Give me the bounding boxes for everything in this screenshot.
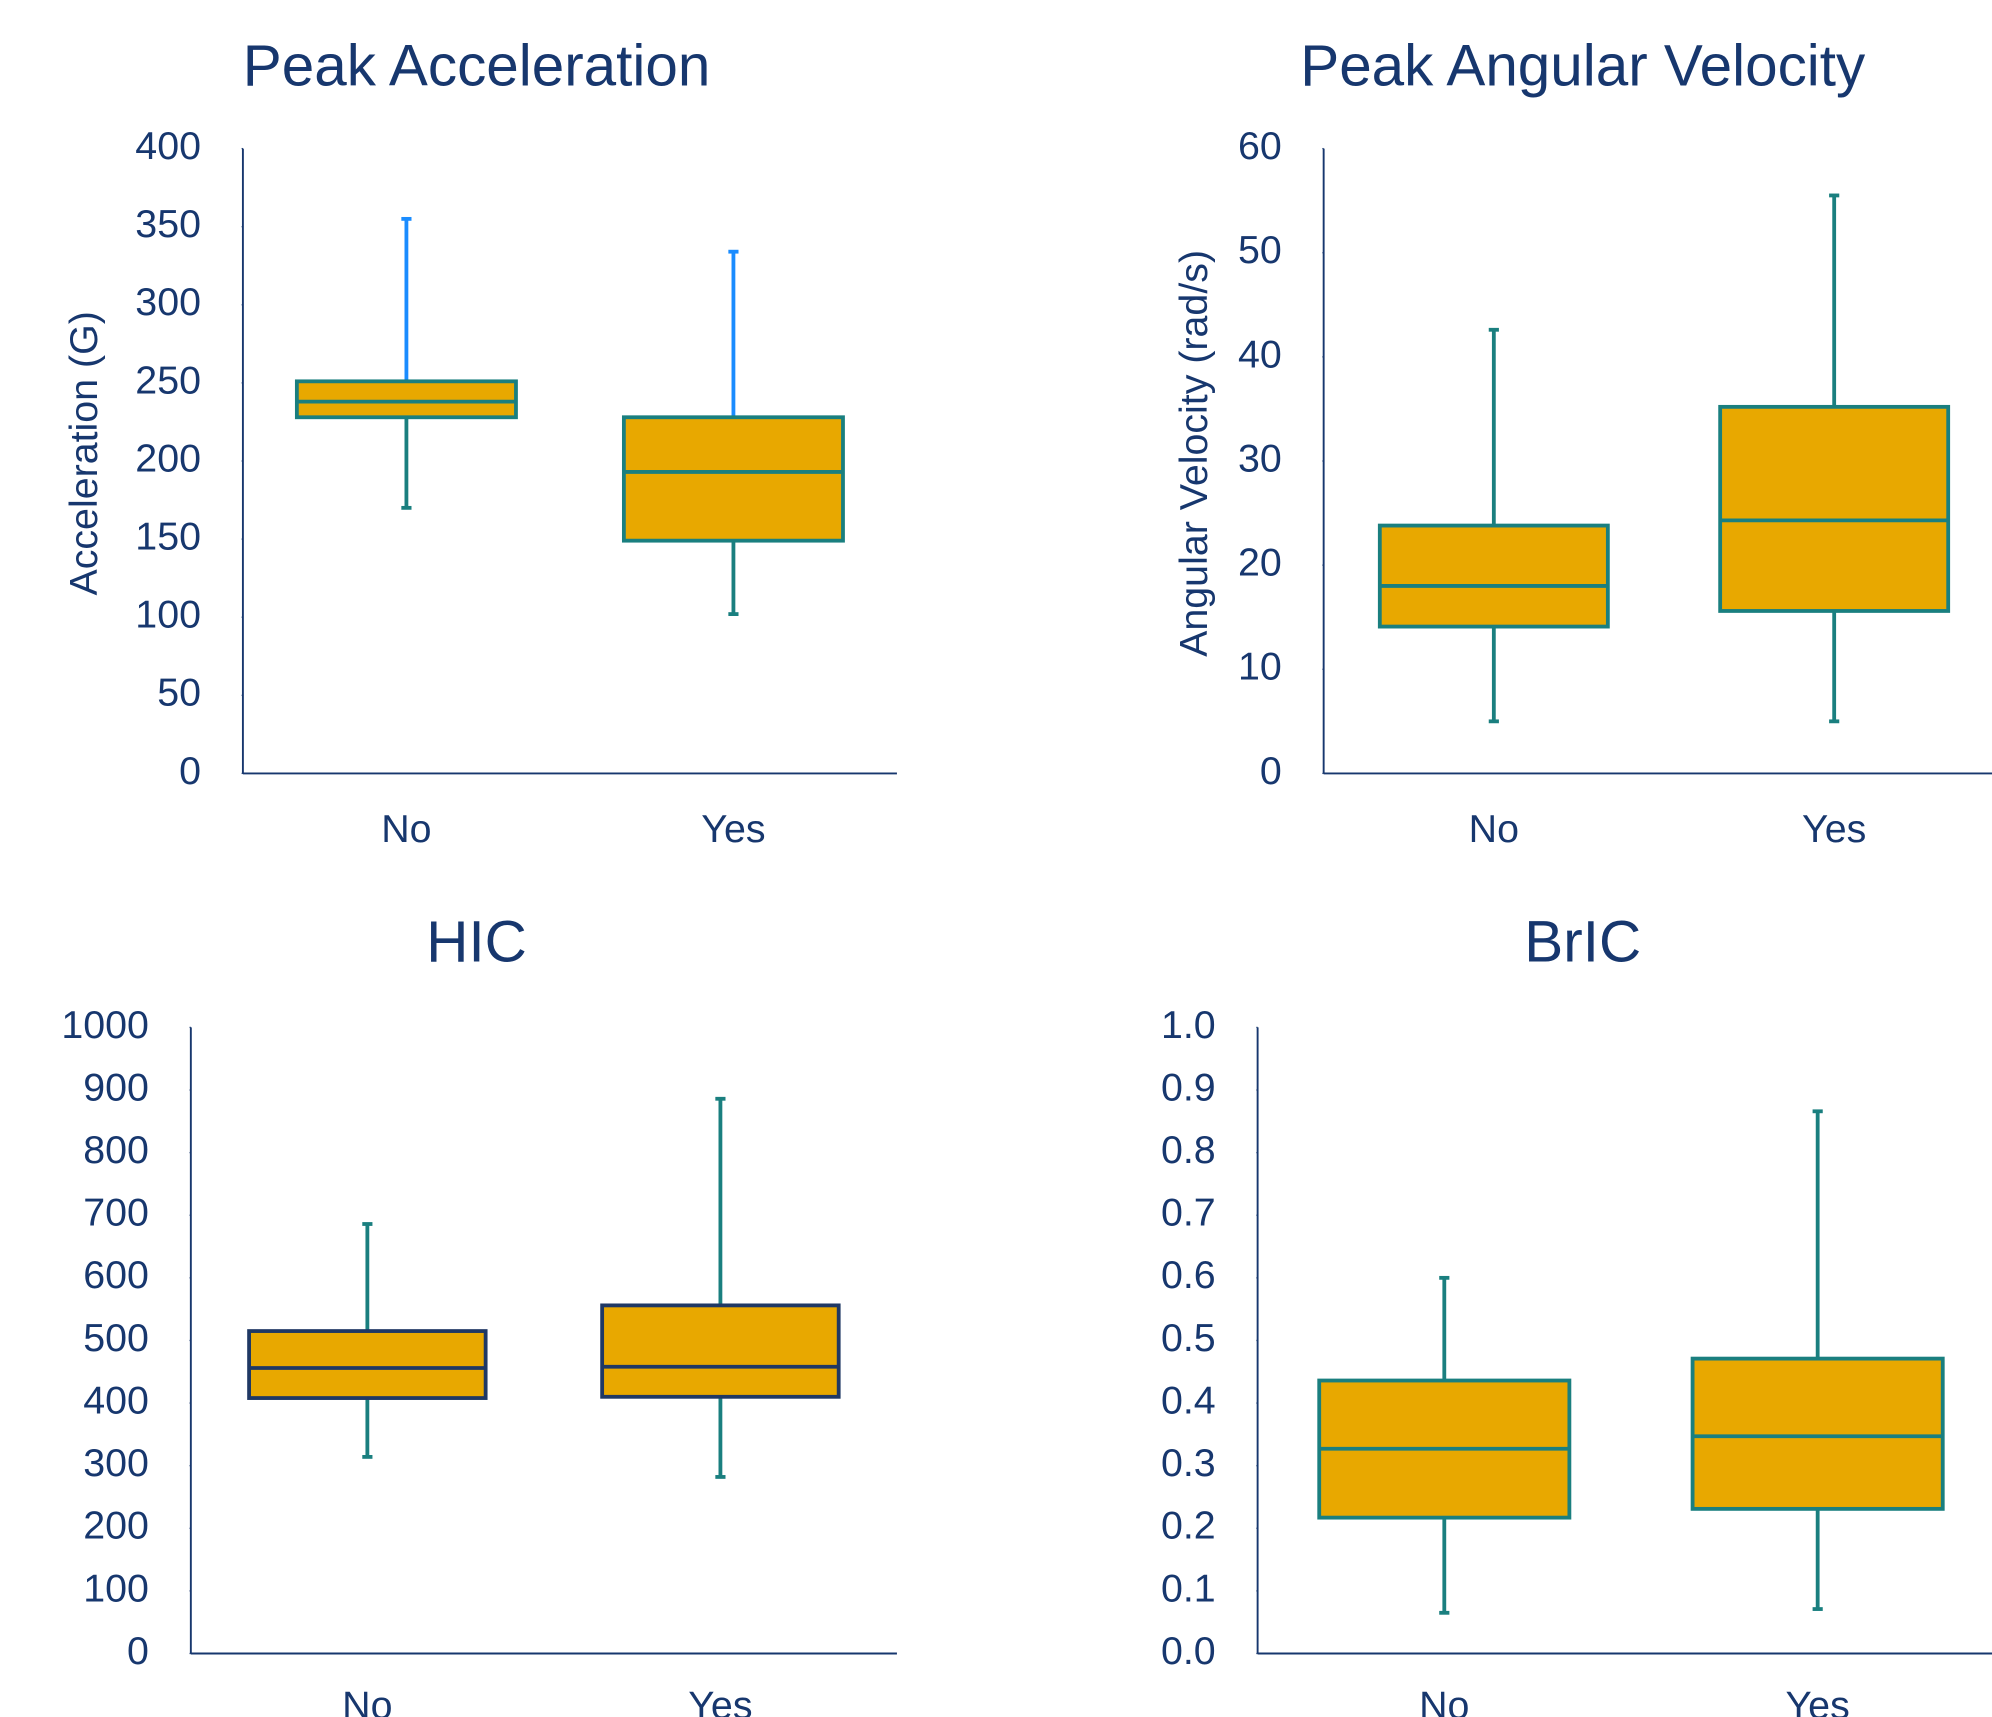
box-chart: HIC 0 100 200 300 400 500 600 700 800 900 1000 No Yes	[61, 910, 897, 1717]
y-tick-label: 50	[157, 671, 201, 715]
y-tick-label: 600	[83, 1253, 149, 1297]
y-tick-label: 0.5	[1161, 1316, 1216, 1360]
box	[600, 1303, 841, 1399]
x-tick-label: No	[342, 1684, 392, 1717]
y-tick-label: 150	[135, 514, 201, 558]
y-tick-label: 100	[135, 593, 201, 637]
box	[294, 379, 518, 420]
y-tick-label: 40	[1238, 332, 1282, 376]
y-tick-label: 400	[83, 1378, 149, 1422]
y-tick-label: 50	[1238, 228, 1282, 272]
box	[1377, 523, 1610, 629]
y-tick-label: 100	[83, 1566, 149, 1610]
y-axis-label: Acceleration (G)	[62, 311, 106, 595]
y-tick-label: 0	[179, 749, 201, 793]
y-tick-label: 0.7	[1161, 1191, 1216, 1235]
y-tick-label: 0.3	[1161, 1441, 1216, 1485]
y-tick-label: 800	[83, 1128, 149, 1172]
box-chart: BrIC 0.0 0.1 0.2 0.3 0.4 0.5 0.6 0.7 0.8 0.9 1.0 No Y…	[1161, 910, 1992, 1717]
y-tick-label: 0	[127, 1629, 149, 1673]
x-tick-label: No	[1419, 1684, 1469, 1717]
box	[247, 1329, 488, 1400]
y-tick-label: 200	[135, 436, 201, 480]
y-tick-label: 400	[135, 124, 201, 168]
chart-title: Peak Acceleration	[243, 33, 711, 98]
x-tick-label: Yes	[1786, 1684, 1850, 1717]
y-tick-label: 0.1	[1161, 1566, 1216, 1610]
y-tick-label: 0	[1260, 749, 1282, 793]
y-tick-label: 1.0	[1161, 1003, 1216, 1047]
y-tick-label: 0.2	[1161, 1504, 1216, 1548]
y-tick-label: 350	[135, 202, 201, 246]
x-tick-label: Yes	[1802, 807, 1866, 851]
y-tick-label: 700	[83, 1191, 149, 1235]
y-tick-label: 250	[135, 358, 201, 402]
x-tick-label: No	[381, 807, 431, 851]
y-tick-label: 0.4	[1161, 1378, 1216, 1422]
y-tick-label: 900	[83, 1065, 149, 1109]
y-tick-label: 0.0	[1161, 1629, 1216, 1673]
chart-title: Peak Angular Velocity	[1300, 33, 1866, 98]
y-tick-label: 0.6	[1161, 1253, 1216, 1297]
chart-title: BrIC	[1524, 910, 1641, 975]
box	[621, 415, 845, 543]
x-tick-label: Yes	[688, 1684, 752, 1717]
y-tick-label: 0.9	[1161, 1065, 1216, 1109]
x-tick-label: Yes	[701, 807, 765, 851]
y-tick-label: 0.8	[1161, 1128, 1216, 1172]
chart-title: HIC	[426, 910, 527, 975]
y-tick-label: 30	[1238, 436, 1282, 480]
y-tick-label: 10	[1238, 645, 1282, 689]
box-chart: Peak Acceleration Acceleration (G) 0 50 100 1…	[62, 33, 897, 851]
x-tick-label: No	[1469, 807, 1519, 851]
y-tick-label: 20	[1238, 541, 1282, 585]
y-tick-label: 200	[83, 1504, 149, 1548]
y-tick-label: 300	[135, 280, 201, 324]
y-tick-label: 1000	[61, 1003, 149, 1047]
box	[1718, 404, 1951, 613]
y-tick-label: 500	[83, 1316, 149, 1360]
y-axis-label: Angular Velocity (rad/s)	[1172, 250, 1216, 657]
y-tick-label: 60	[1238, 124, 1282, 168]
box-chart: Peak Angular Velocity Angular Velocity (r…	[1172, 33, 1992, 851]
y-tick-label: 300	[83, 1441, 149, 1485]
box	[1690, 1356, 1945, 1511]
